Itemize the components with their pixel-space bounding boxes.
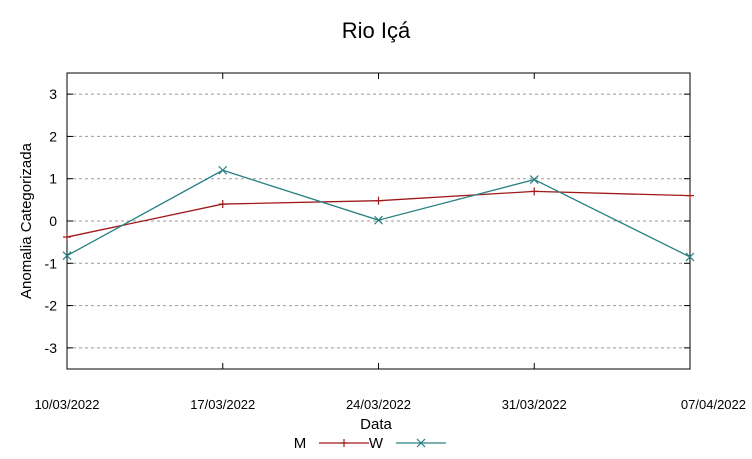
x-tick-label: 24/03/2022 (346, 397, 411, 412)
data-point-M (686, 191, 694, 200)
series-W (62, 165, 695, 262)
data-point-W (374, 215, 383, 225)
series-line-W (66, 169, 691, 258)
y-axis: -3 -2 -1 0 1 2 3 (45, 86, 690, 356)
y-axis-label: Anomalia Categorizada (18, 142, 35, 299)
legend-marker (416, 438, 426, 448)
x-axis-label: Data (360, 416, 392, 433)
legend-label: W (369, 435, 384, 452)
y-tick-label: -1 (45, 255, 58, 271)
data-point-M (63, 233, 71, 242)
series-M (63, 187, 694, 242)
x-tick-label: 31/03/2022 (502, 397, 567, 412)
y-tick-label: 2 (49, 128, 57, 144)
data-point-W (685, 252, 695, 262)
grid-lines (67, 93, 690, 349)
y-tick-label: 3 (49, 86, 57, 102)
chart-title: Rio Içá (342, 18, 411, 43)
x-axis: 10/03/2022 17/03/2022 24/03/2022 31/03/2022… (34, 73, 746, 412)
x-tick-label: 07/04/2022 (681, 397, 746, 412)
legend-label: M (294, 435, 307, 452)
y-tick-label: -2 (45, 298, 58, 314)
data-point-W (218, 165, 228, 175)
y-tick-label: 0 (49, 213, 57, 229)
data-point-W (62, 251, 72, 261)
y-tick-label: -3 (45, 340, 58, 356)
data-point-M (218, 200, 227, 209)
y-tick-label: 1 (49, 171, 57, 187)
legend-marker (340, 439, 348, 447)
data-point-W (529, 175, 539, 184)
data-point-M (374, 196, 383, 205)
x-tick-label: 10/03/2022 (34, 397, 99, 412)
legend-item-W: W (369, 435, 446, 452)
data-point-M (530, 187, 539, 196)
series-group (62, 165, 695, 262)
legend-item-M: M (294, 435, 369, 452)
x-tick-label: 17/03/2022 (190, 397, 255, 412)
